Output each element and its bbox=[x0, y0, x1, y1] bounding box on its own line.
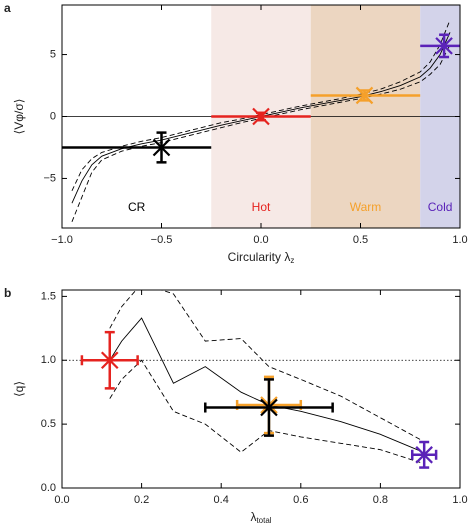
x-tick-label: 1.0 bbox=[452, 494, 467, 506]
region-label: Cold bbox=[428, 200, 453, 214]
panel: 0.0 0.2 0.4 0.6 0.8 1.0 0.0 0.5 1.0 1.5 λtotal ⟨q⟩ b bbox=[4, 286, 468, 525]
y-tick-label: 0.5 bbox=[41, 418, 56, 430]
x-tick-label: 0.8 bbox=[373, 494, 388, 506]
panel-letter: b bbox=[4, 286, 11, 300]
panel-letter: a bbox=[4, 1, 11, 15]
y-tick-label: 5 bbox=[50, 48, 56, 60]
x-axis-label: λtotal bbox=[250, 510, 271, 525]
region-label: Warm bbox=[350, 200, 382, 214]
y-tick-label: 0.0 bbox=[41, 482, 56, 494]
region-label: Hot bbox=[252, 200, 271, 214]
point-marker bbox=[152, 138, 171, 157]
y-tick-label: 1.5 bbox=[41, 290, 56, 302]
axes-frame bbox=[61, 289, 461, 489]
x-axis-label-main: Circularity λ bbox=[228, 250, 291, 264]
point-marker bbox=[355, 86, 374, 105]
point-marker bbox=[260, 398, 278, 417]
region-label: CR bbox=[128, 200, 146, 214]
x-tick-label: 0.2 bbox=[134, 494, 149, 506]
x-axis-label-sub: z bbox=[290, 256, 294, 265]
y-tick-label: 1.0 bbox=[41, 354, 56, 366]
x-tick-label: −0.5 bbox=[151, 234, 173, 246]
y-axis-label: ⟨q⟩ bbox=[12, 381, 26, 397]
y-tick-label: 0 bbox=[50, 110, 56, 122]
x-axis-label-sub: total bbox=[256, 516, 271, 525]
point-marker bbox=[100, 351, 119, 370]
plot-area bbox=[62, 290, 460, 469]
x-tick-label: 0.6 bbox=[293, 494, 308, 506]
curve bbox=[109, 359, 421, 463]
point-marker bbox=[435, 37, 453, 55]
panel: CR Hot Warm Cold −1.0 −0.5 0.0 0.5 1.0 −5 0 5 Circul… bbox=[4, 1, 468, 265]
x-tick-label: 1.0 bbox=[452, 234, 467, 246]
x-tick-label: −1.0 bbox=[51, 234, 73, 246]
y-axis-label: ⟨Vφ/σ⟩ bbox=[12, 99, 26, 135]
curve bbox=[109, 290, 421, 440]
x-tick-label: 0.0 bbox=[253, 234, 268, 246]
point-marker bbox=[415, 446, 433, 464]
plot-area bbox=[62, 5, 460, 228]
curve bbox=[109, 317, 421, 452]
x-axis-label-main: λ bbox=[250, 510, 256, 524]
x-tick-label: 0.4 bbox=[214, 494, 229, 506]
point-marker bbox=[252, 107, 270, 126]
x-axis-label: Circularity λz bbox=[228, 250, 295, 265]
x-tick-label: 0.0 bbox=[54, 494, 69, 506]
x-tick-label: 0.5 bbox=[353, 234, 368, 246]
y-tick-label: −5 bbox=[43, 172, 56, 184]
curve bbox=[71, 19, 451, 192]
